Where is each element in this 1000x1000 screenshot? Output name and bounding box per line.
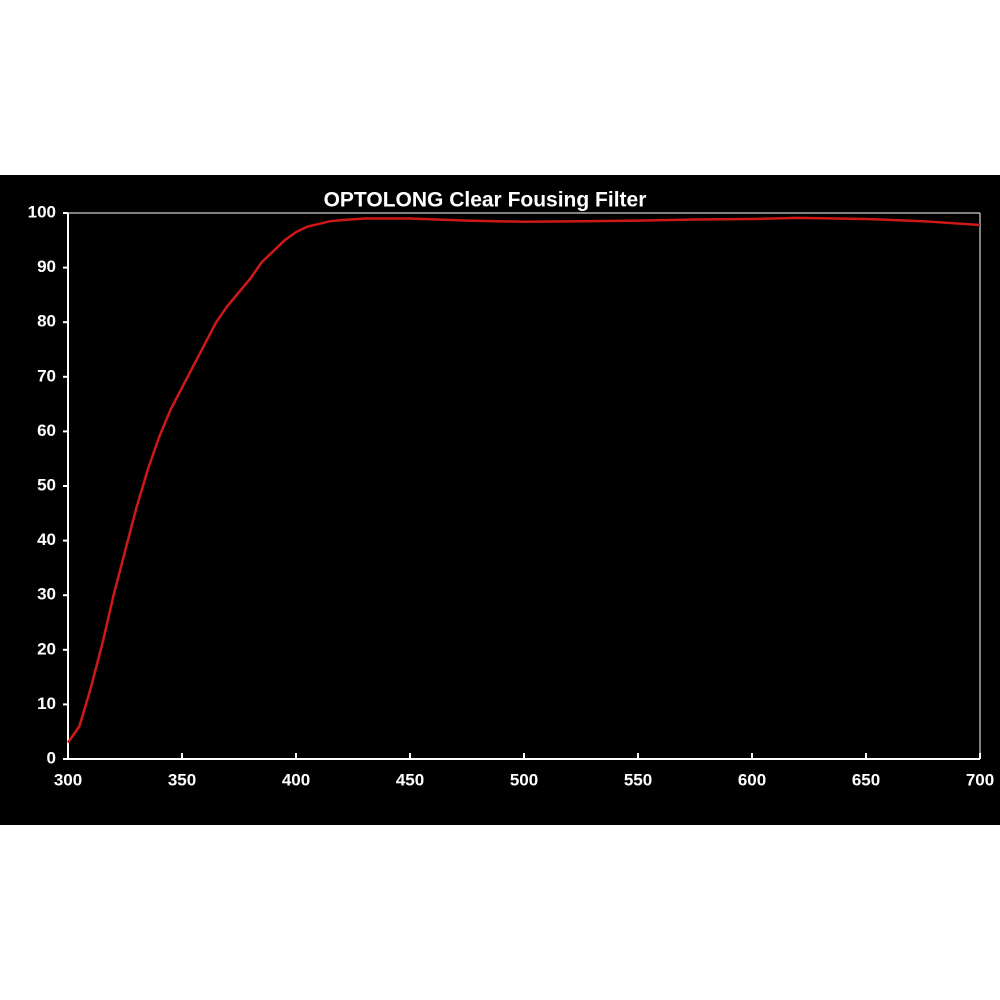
x-tick-label: 400 xyxy=(282,770,310,789)
y-tick-label: 100 xyxy=(28,202,56,221)
y-tick-label: 60 xyxy=(37,421,56,440)
y-tick-label: 50 xyxy=(37,475,56,494)
y-tick-label: 0 xyxy=(47,748,56,767)
y-tick-label: 80 xyxy=(37,312,56,331)
x-tick-label: 300 xyxy=(54,770,82,789)
data-line xyxy=(66,216,981,744)
x-tick-label: 350 xyxy=(168,770,196,789)
y-tick-label: 10 xyxy=(37,694,56,713)
y-tick-label: 40 xyxy=(37,530,56,549)
y-tick-label: 20 xyxy=(37,639,56,658)
x-tick-label: 650 xyxy=(852,770,880,789)
y-tick-label: 90 xyxy=(37,257,56,276)
x-tick-label: 700 xyxy=(966,770,994,789)
y-tick-label: 70 xyxy=(37,366,56,385)
x-tick-label: 600 xyxy=(738,770,766,789)
x-tick-label: 550 xyxy=(624,770,652,789)
chart-background xyxy=(0,175,1000,825)
x-tick-label: 500 xyxy=(510,770,538,789)
y-tick-label: 30 xyxy=(37,585,56,604)
x-tick-label: 450 xyxy=(396,770,424,789)
chart-title: OPTOLONG Clear Fousing Filter xyxy=(324,189,647,212)
